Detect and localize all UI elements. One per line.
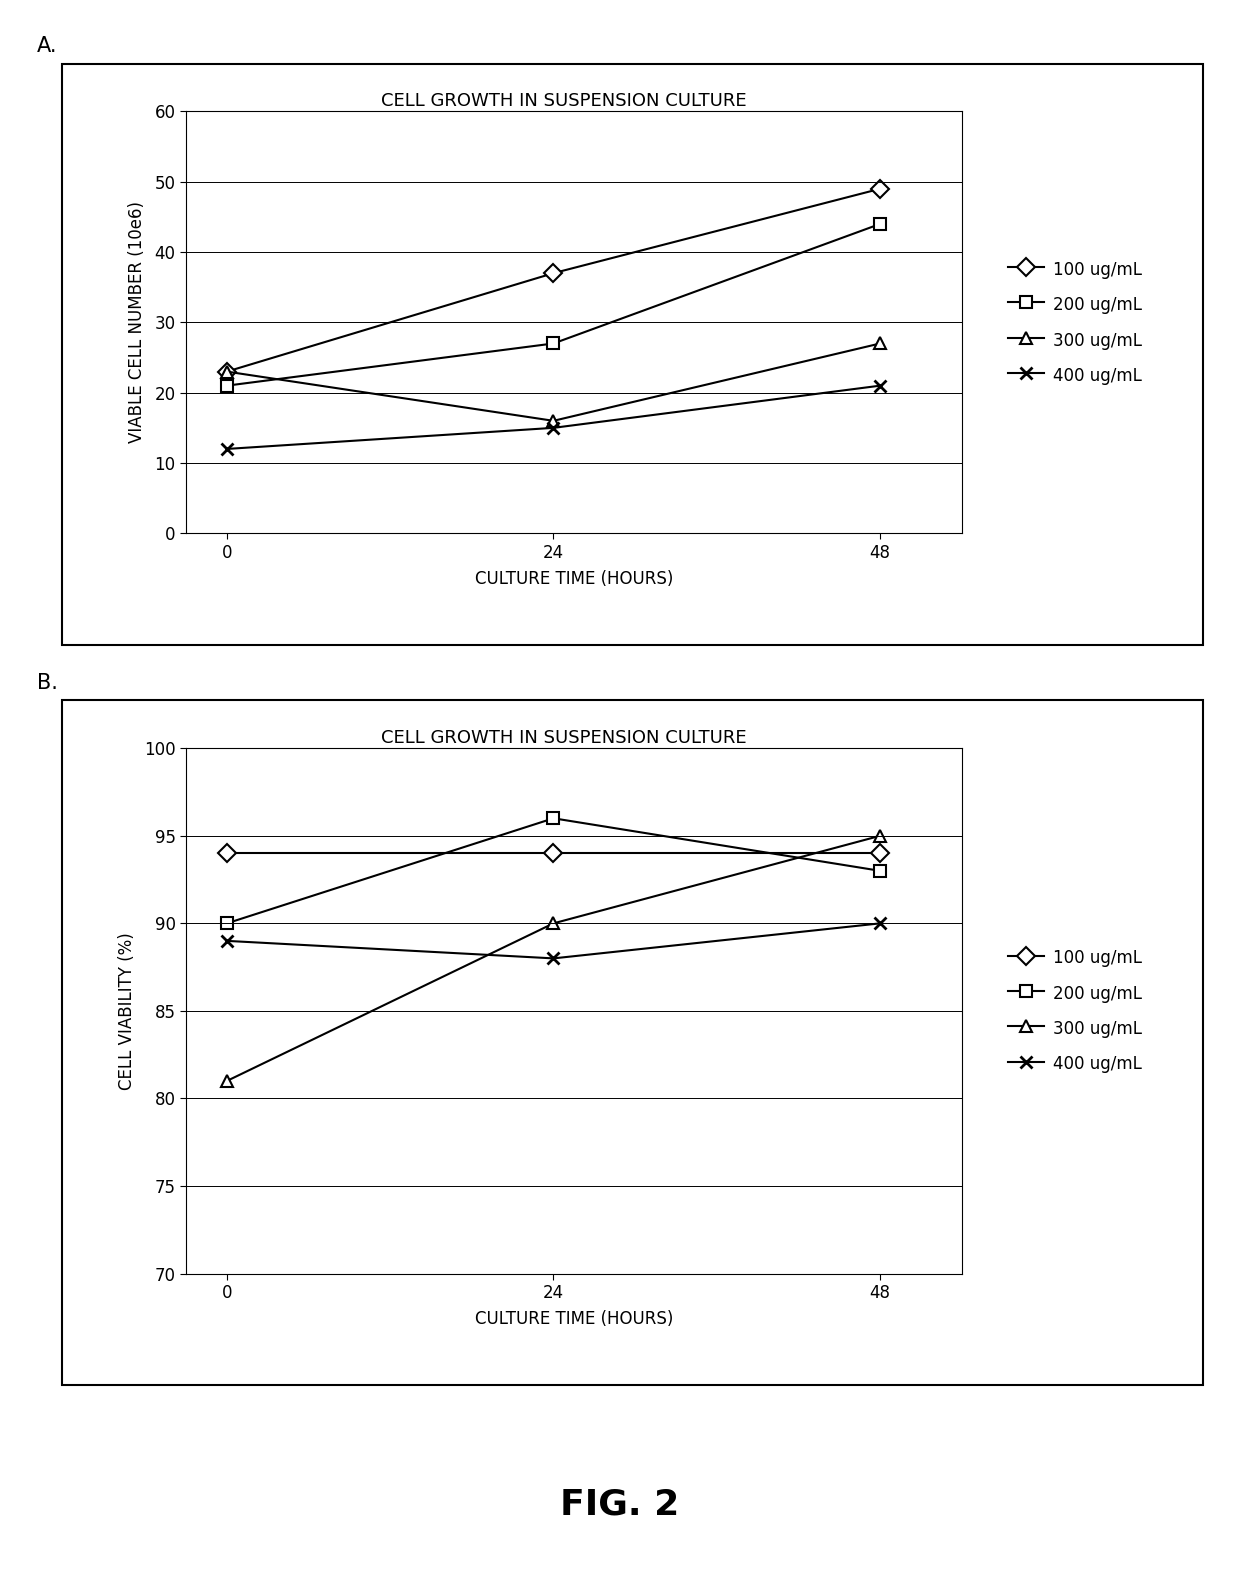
Y-axis label: CELL VIABILITY (%): CELL VIABILITY (%) <box>118 931 135 1091</box>
Text: CELL GROWTH IN SUSPENSION CULTURE: CELL GROWTH IN SUSPENSION CULTURE <box>381 92 746 110</box>
X-axis label: CULTURE TIME (HOURS): CULTURE TIME (HOURS) <box>475 1310 673 1328</box>
X-axis label: CULTURE TIME (HOURS): CULTURE TIME (HOURS) <box>475 570 673 587</box>
Text: FIG. 2: FIG. 2 <box>560 1487 680 1522</box>
Legend: 100 ug/mL, 200 ug/mL, 300 ug/mL, 400 ug/mL: 100 ug/mL, 200 ug/mL, 300 ug/mL, 400 ug/… <box>1001 253 1148 392</box>
Text: CELL GROWTH IN SUSPENSION CULTURE: CELL GROWTH IN SUSPENSION CULTURE <box>381 729 746 747</box>
Text: A.: A. <box>37 35 58 56</box>
Legend: 100 ug/mL, 200 ug/mL, 300 ug/mL, 400 ug/mL: 100 ug/mL, 200 ug/mL, 300 ug/mL, 400 ug/… <box>1001 941 1148 1081</box>
Y-axis label: VIABLE CELL NUMBER (10e6): VIABLE CELL NUMBER (10e6) <box>128 201 146 444</box>
Text: B.: B. <box>37 672 58 693</box>
